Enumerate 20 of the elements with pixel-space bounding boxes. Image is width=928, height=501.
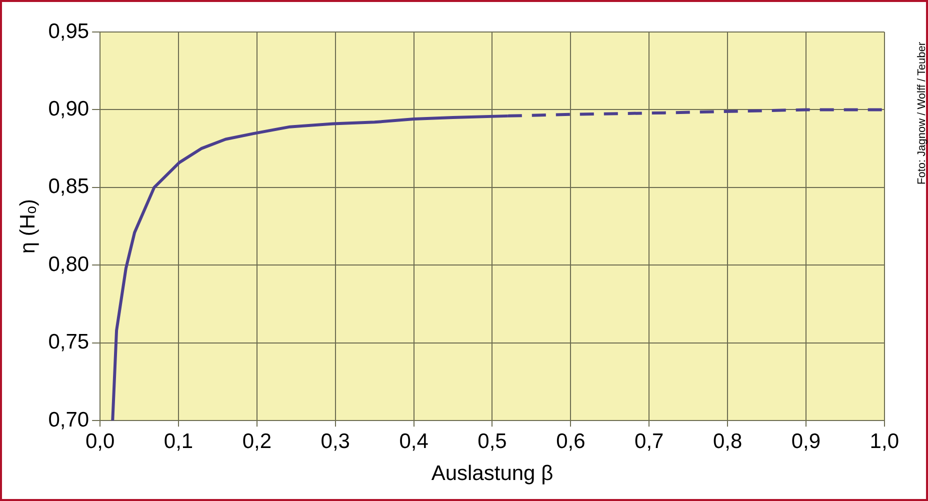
y-tick-label: 0,95 <box>48 20 90 43</box>
y-tick-label: 0,80 <box>48 252 90 276</box>
y-tick-label: 0,85 <box>48 175 90 198</box>
x-tick-label: 0,8 <box>712 430 742 453</box>
x-tick-label: 0,0 <box>85 430 115 453</box>
text: Foto: Jagnow / Wolff / Teuber <box>916 42 928 184</box>
x-axis-title: Auslastung β <box>431 462 554 486</box>
x-tick-label: 0,4 <box>399 430 429 453</box>
x-tick-label: 0,6 <box>556 430 586 453</box>
x-tick-label: 0,1 <box>164 430 194 453</box>
x-tick-label: 0,3 <box>320 430 350 453</box>
x-tick-label: 0,9 <box>791 430 821 453</box>
x-tick-label: 1,0 <box>870 430 900 453</box>
x-tick-label: 0,5 <box>478 430 507 453</box>
y-axis-title: η (Hₒ) <box>16 199 40 254</box>
y-tick-label: 0,70 <box>48 408 90 432</box>
x-tick-label: 0,2 <box>242 430 272 453</box>
y-tick-label: 0,90 <box>48 98 90 121</box>
y-tick-label: 0,75 <box>48 330 90 354</box>
x-tick-label: 0,7 <box>634 430 664 453</box>
